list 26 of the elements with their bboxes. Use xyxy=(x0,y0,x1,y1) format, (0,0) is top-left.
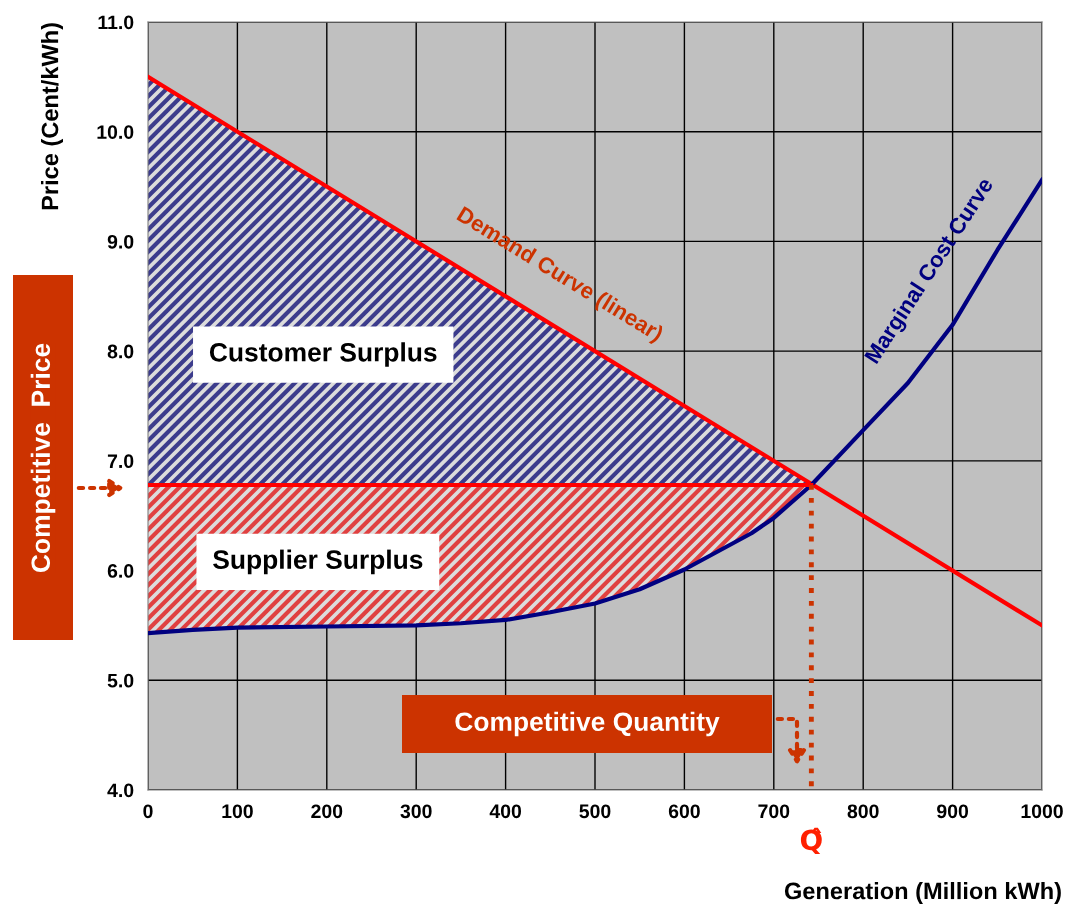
x-tick-label: 700 xyxy=(758,804,790,819)
text: Competitive Price xyxy=(30,343,56,573)
annotation: Customer Surplus xyxy=(209,342,437,367)
y-tick-label: 4.0 xyxy=(107,783,134,798)
annotation: Q̂ xyxy=(800,827,822,855)
annotation: Supplier Surplus xyxy=(213,549,423,575)
x-tick-label: 0 xyxy=(143,804,153,819)
x-tick-label: 200 xyxy=(311,804,343,819)
y-tick-label: 10.0 xyxy=(97,125,134,139)
x-axis-title: Generation (Million kWh) xyxy=(784,881,1061,905)
x-tick-label: 800 xyxy=(847,804,879,819)
y-tick-label: 9.0 xyxy=(107,234,134,249)
x-tick-label: 600 xyxy=(668,804,700,819)
x-tick-label: 100 xyxy=(222,804,253,819)
y-tick-label: 11.0 xyxy=(98,15,134,30)
y-tick-label: 8.0 xyxy=(107,344,134,359)
y-axis-title: Price (Cent/kWh) xyxy=(41,23,63,210)
x-tick-label: 900 xyxy=(937,804,969,819)
annotation: Competitive Quantity xyxy=(455,711,720,737)
x-tick-label: 500 xyxy=(579,804,611,819)
y-tick-label: 6.0 xyxy=(107,564,134,578)
x-tick-label: 300 xyxy=(400,804,432,819)
y-tick-label: 7.0 xyxy=(107,454,134,469)
x-tick-label: 400 xyxy=(489,804,522,819)
y-tick-label: 5.0 xyxy=(107,673,134,688)
x-tick-label: 1000 xyxy=(1021,804,1063,819)
